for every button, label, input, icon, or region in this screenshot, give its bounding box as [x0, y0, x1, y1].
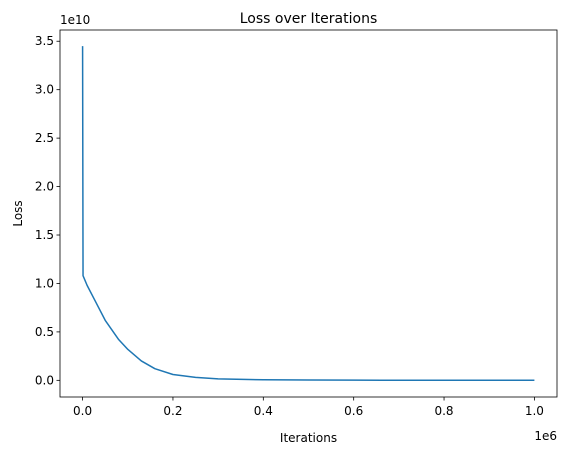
y-tick-label: 2.5 [35, 131, 54, 145]
x-axis-ticks: 0.0 0.2 0.4 0.6 0.8 1.0 [73, 397, 544, 418]
y-axis-label: Loss [11, 200, 25, 226]
x-tick-label: 0.8 [434, 404, 453, 418]
y-tick-label: 2.0 [35, 180, 54, 194]
x-tick-label: 0.2 [163, 404, 182, 418]
loss-series-line [81, 46, 535, 382]
series-layer [81, 46, 535, 382]
y-axis-offset-label: 1e10 [60, 13, 90, 27]
plot-frame [59, 29, 558, 398]
chart-title: Loss over Iterations [240, 11, 378, 27]
y-axis-ticks: 0.0 0.5 1.0 1.5 2.0 2.5 3.0 3.5 [35, 34, 60, 387]
y-tick-label: 1.0 [35, 276, 54, 290]
plot-area [60, 30, 557, 397]
y-tick-label: 3.0 [35, 83, 54, 97]
x-tick-label: 0.4 [254, 404, 273, 418]
x-axis-label: Iterations [280, 431, 337, 445]
y-tick-label: 1.5 [35, 228, 54, 242]
y-tick-label: 3.5 [35, 34, 54, 48]
y-tick-label: 0.0 [35, 373, 54, 387]
x-axis-offset-label: 1e6 [534, 429, 557, 443]
y-tick-label: 0.5 [35, 325, 54, 339]
x-tick-label: 0.6 [344, 404, 363, 418]
x-tick-label: 1.0 [525, 404, 544, 418]
x-tick-label: 0.0 [73, 404, 92, 418]
